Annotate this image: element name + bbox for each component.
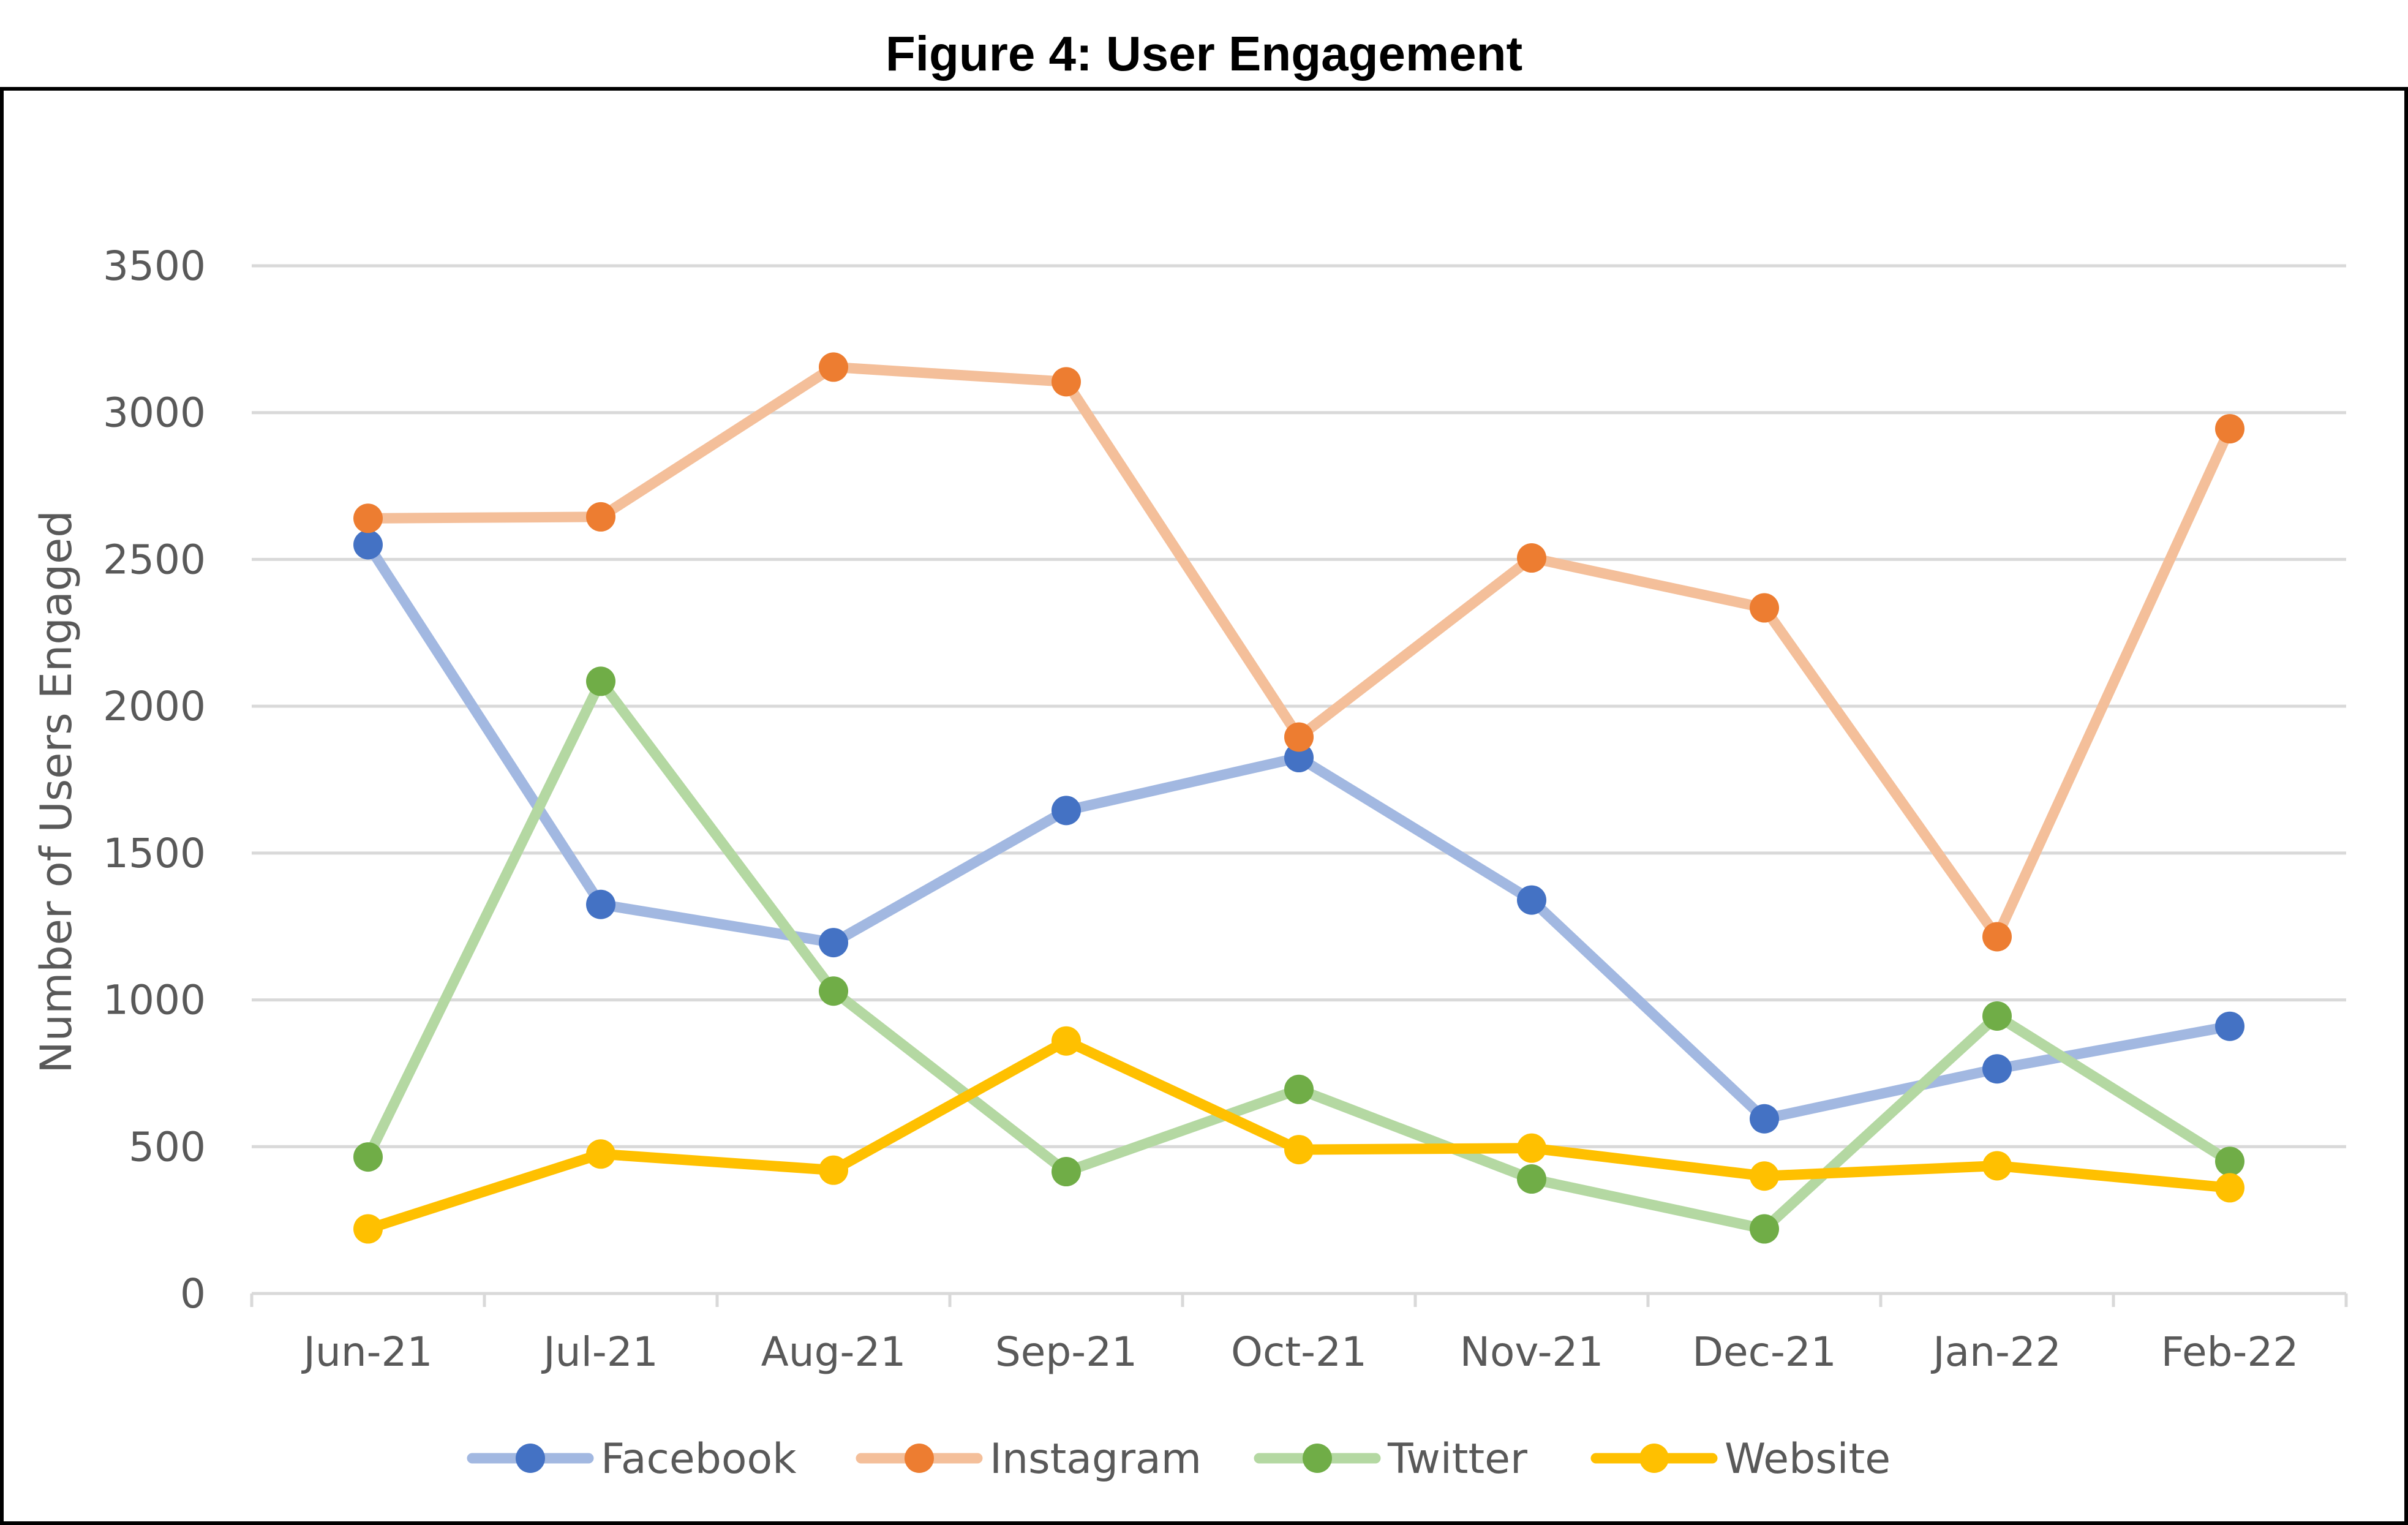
- data-point: [819, 1155, 848, 1185]
- y-axis-title: Number of Users Engaged: [31, 510, 81, 1073]
- data-point: [2215, 414, 2244, 444]
- series-instagram: [353, 352, 2244, 952]
- chart-frame: 0 500 1000 1500 2000 2500 3000 3500 Jun-21 Jul-2…: [0, 87, 2408, 1525]
- data-point: [819, 976, 848, 1006]
- data-point: [586, 666, 615, 696]
- data-point: [2215, 1147, 2244, 1177]
- data-point: [1750, 1104, 1779, 1134]
- chart-title: Figure 4: User Engagement: [885, 26, 1523, 81]
- data-point: [1517, 1164, 1546, 1194]
- series-website: [353, 1026, 2244, 1244]
- data-point: [1284, 722, 1314, 752]
- data-point: [2215, 1011, 2244, 1041]
- data-point: [1284, 743, 1314, 773]
- data-point: [353, 503, 383, 533]
- data-point: [1284, 1135, 1314, 1165]
- data-point: [1052, 367, 1081, 397]
- legend-label: Website: [1725, 1435, 1891, 1483]
- data-point: [819, 928, 848, 958]
- data-point: [1052, 1157, 1081, 1187]
- y-tick-label: 0: [180, 1270, 206, 1317]
- data-point: [1052, 1026, 1081, 1056]
- gridlines: [252, 264, 2346, 1148]
- data-point: [1982, 1054, 2012, 1084]
- x-tick-label: Jun-21: [301, 1328, 433, 1376]
- data-point: [1052, 796, 1081, 826]
- data-point: [1750, 593, 1779, 623]
- y-tick-label: 2500: [103, 536, 206, 583]
- series-line: [363, 539, 2235, 1124]
- y-tick-label: 500: [129, 1123, 206, 1170]
- data-point: [353, 530, 383, 560]
- data-point: [1750, 1214, 1779, 1244]
- y-tick-label: 1000: [103, 977, 206, 1024]
- data-point: [1982, 1001, 2012, 1031]
- legend-swatch-marker: [1303, 1444, 1332, 1473]
- legend-swatch-marker: [1639, 1444, 1669, 1473]
- legend-item-twitter: Twitter: [1254, 1435, 1527, 1483]
- data-point: [1517, 1133, 1546, 1163]
- x-tick-label: Aug-21: [761, 1328, 906, 1376]
- legend-label: Instagram: [990, 1435, 1202, 1483]
- data-point: [1982, 922, 2012, 952]
- data-point: [2215, 1173, 2244, 1203]
- y-tick-label: 3500: [103, 243, 206, 290]
- legend-item-facebook: Facebook: [467, 1435, 797, 1483]
- data-point: [353, 1142, 383, 1172]
- series-lines: [353, 352, 2244, 1244]
- x-tick-label: Feb-22: [2161, 1328, 2299, 1376]
- data-point: [1750, 1161, 1779, 1191]
- legend-label: Twitter: [1387, 1435, 1527, 1483]
- data-point: [586, 1139, 615, 1169]
- data-point: [819, 352, 848, 382]
- data-point: [586, 889, 615, 919]
- legend-label: Facebook: [601, 1435, 797, 1483]
- y-tick-label: 3000: [103, 390, 206, 437]
- x-tick-label: Oct-21: [1231, 1328, 1367, 1376]
- x-tick-label: Nov-21: [1460, 1328, 1604, 1376]
- data-point: [353, 1214, 383, 1244]
- x-tick-label: Sep-21: [995, 1328, 1137, 1376]
- data-point: [1517, 543, 1546, 573]
- series-twitter: [353, 666, 2244, 1244]
- data-point: [1284, 1074, 1314, 1104]
- series-line: [363, 361, 2235, 942]
- x-tick-label: Dec-21: [1692, 1328, 1837, 1376]
- legend: Facebook Instagram Twitter Website: [467, 1435, 1891, 1483]
- legend-swatch-marker: [516, 1444, 545, 1473]
- data-point: [1517, 885, 1546, 915]
- x-tick-label: Jul-21: [541, 1328, 658, 1376]
- data-point: [586, 502, 615, 532]
- y-tick-label: 1500: [103, 830, 206, 877]
- x-tick-label: Jan-22: [1930, 1328, 2061, 1376]
- y-axis: 0 500 1000 1500 2000 2500 3000 3500: [103, 243, 206, 1317]
- legend-swatch-marker: [905, 1444, 934, 1473]
- legend-item-instagram: Instagram: [856, 1435, 1202, 1483]
- line-chart: 0 500 1000 1500 2000 2500 3000 3500 Jun-21 Jul-2…: [31, 243, 2348, 1483]
- data-point: [1982, 1151, 2012, 1181]
- legend-item-website: Website: [1590, 1435, 1891, 1483]
- x-axis: [250, 1292, 2348, 1307]
- x-axis-labels: Jun-21 Jul-21 Aug-21 Sep-21 Oct-21 Nov-21 Dec-…: [301, 1328, 2299, 1376]
- y-tick-label: 2000: [103, 683, 206, 730]
